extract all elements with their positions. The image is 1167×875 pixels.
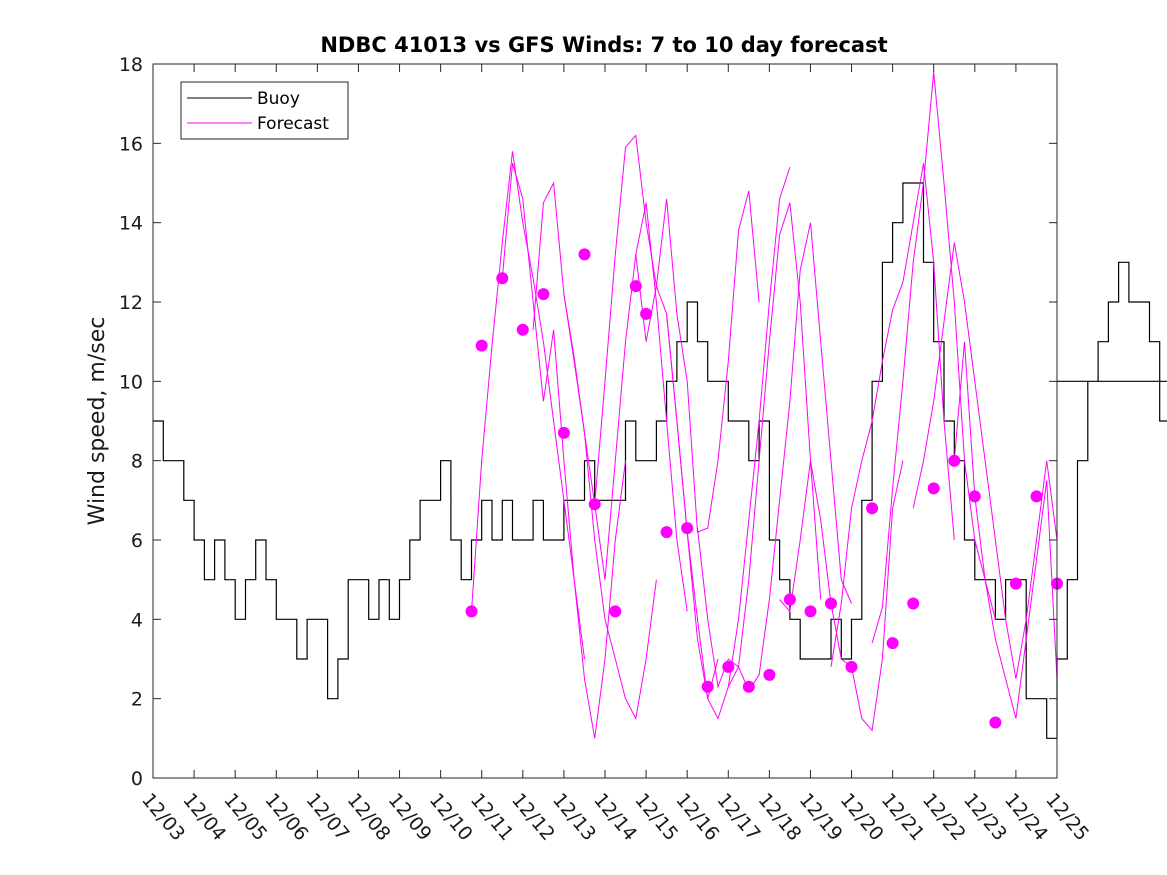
- x-tick-label: 12/06: [260, 789, 312, 845]
- forecast-marker: [609, 605, 622, 618]
- forecast-line: [697, 202, 822, 689]
- x-tick-label: 12/05: [219, 789, 271, 845]
- y-tick-label: 6: [131, 530, 143, 552]
- forecast-marker: [475, 339, 488, 352]
- y-tick-label: 4: [131, 609, 143, 631]
- forecast-marker: [742, 680, 755, 693]
- x-tick-label: 12/12: [507, 789, 559, 845]
- x-tick-label: 12/16: [671, 789, 723, 845]
- chart-title: NDBC 41013 vs GFS Winds: 7 to 10 day for…: [320, 33, 887, 57]
- forecast-line: [953, 341, 1058, 719]
- y-tick-label: 0: [131, 768, 143, 790]
- forecast-marker: [681, 522, 694, 535]
- forecast-marker: [948, 454, 961, 467]
- forecast-marker: [1009, 577, 1022, 590]
- legend-forecast-label: Forecast: [257, 114, 329, 134]
- forecast-marker: [968, 490, 981, 503]
- forecast-marker: [763, 668, 776, 681]
- x-tick-label: 12/09: [384, 789, 436, 845]
- x-tick-label: 12/23: [959, 789, 1011, 845]
- x-tick-label: 12/04: [178, 789, 230, 845]
- forecast-marker: [701, 680, 714, 693]
- x-tick-label: 12/24: [1000, 789, 1052, 845]
- x-tick-label: 12/22: [918, 789, 970, 845]
- forecast-marker: [557, 426, 570, 439]
- y-tick-label: 8: [131, 451, 143, 473]
- x-tick-label: 12/14: [589, 789, 641, 845]
- y-tick-label: 18: [119, 54, 143, 76]
- x-tick-label: 12/03: [137, 789, 189, 845]
- forecast-marker: [783, 593, 796, 606]
- forecast-line: [830, 163, 955, 667]
- y-tick-label: 14: [119, 213, 143, 235]
- forecast-marker: [1030, 490, 1043, 503]
- x-tick-label: 12/21: [877, 789, 929, 845]
- forecast-marker: [588, 498, 601, 511]
- x-tick-label: 12/19: [795, 789, 847, 845]
- forecast-marker: [825, 597, 837, 610]
- x-tick-label: 12/15: [630, 789, 682, 845]
- forecast-marker: [496, 272, 509, 285]
- y-tick-label: 16: [119, 133, 143, 155]
- x-tick-label: 12/18: [754, 789, 806, 845]
- y-axis: 0 2 4 6 8 10 12 14 16 18: [119, 54, 1057, 790]
- x-tick-label: 12/25: [1041, 789, 1093, 845]
- x-tick-label: 12/13: [548, 789, 600, 845]
- forecast-marker: [516, 323, 529, 336]
- forecast-marker: [804, 605, 817, 618]
- x-tick-label: 12/11: [466, 789, 518, 845]
- forecast-marker: [465, 605, 478, 618]
- forecast-marker: [629, 280, 642, 293]
- forecast-marker: [886, 637, 899, 650]
- legend-box: [180, 81, 349, 140]
- forecast-marker: [660, 526, 673, 539]
- x-tick-label: 12/20: [836, 789, 888, 845]
- forecast-line: [563, 202, 688, 612]
- forecast-marker: [866, 502, 879, 515]
- forecast-line: [501, 163, 626, 739]
- x-tick-label: 12/10: [425, 789, 477, 845]
- y-tick-label: 10: [119, 371, 143, 393]
- forecast-line: [532, 181, 657, 721]
- plot-area: [153, 64, 1057, 778]
- forecast-marker: [989, 716, 1002, 729]
- forecast-marker: [907, 597, 920, 610]
- x-tick-label: 12/08: [343, 789, 395, 845]
- legend: Buoy Forecast: [180, 81, 349, 140]
- forecast-marker: [640, 307, 653, 320]
- y-tick-label: 2: [131, 689, 143, 711]
- x-tick-label: 12/17: [712, 789, 764, 845]
- forecast-line: [779, 460, 904, 732]
- forecast-marker: [927, 482, 940, 495]
- y-axis-label: Wind speed, m/sec: [85, 317, 110, 526]
- forecast-marker: [722, 660, 735, 673]
- legend-buoy-label: Buoy: [257, 89, 300, 109]
- y-tick-label: 12: [119, 292, 143, 314]
- forecast-marker: [537, 288, 550, 301]
- forecast-series: [471, 71, 1058, 739]
- forecast-marker: [845, 660, 858, 673]
- forecast-marker: [578, 248, 591, 261]
- forecast-line: [912, 242, 1058, 679]
- x-tick-label: 12/07: [302, 789, 354, 845]
- forecast-markers: [465, 248, 1063, 729]
